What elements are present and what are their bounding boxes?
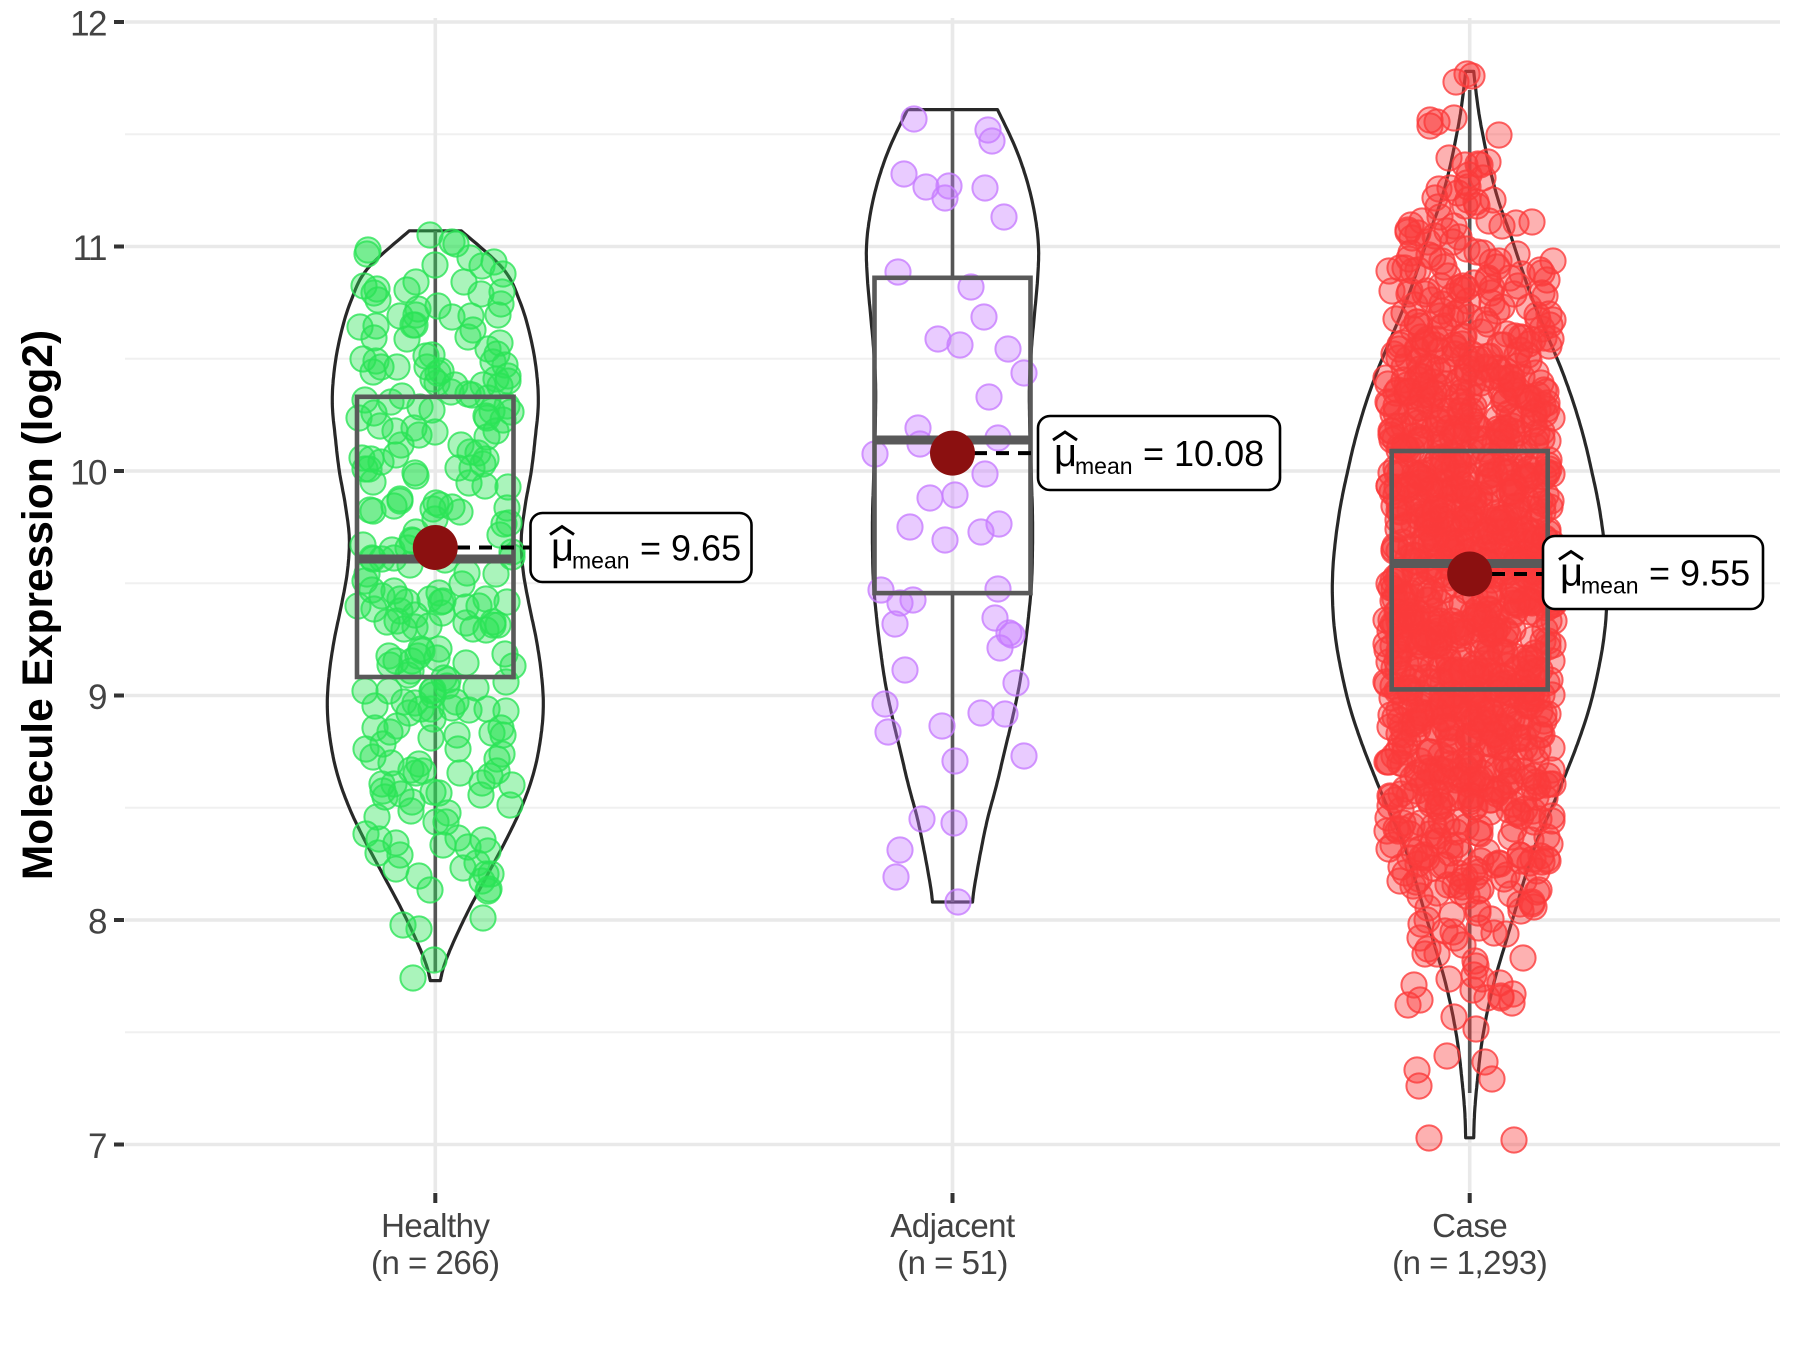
svg-text:mean: mean	[572, 548, 630, 574]
svg-text:= 9.55: = 9.55	[1649, 553, 1750, 594]
svg-text:mean: mean	[1581, 573, 1639, 599]
svg-text:7: 7	[88, 1127, 106, 1166]
svg-text:= 9.65: = 9.65	[640, 528, 741, 569]
svg-text:10: 10	[70, 454, 107, 493]
svg-text:Molecule Expression (log2): Molecule Expression (log2)	[15, 330, 62, 880]
svg-text:(n = 51): (n = 51)	[897, 1244, 1008, 1281]
svg-text:μ: μ	[1054, 431, 1077, 475]
svg-text:= 10.08: = 10.08	[1143, 433, 1264, 474]
svg-text:μ: μ	[1560, 551, 1583, 595]
svg-text:(n = 1,293): (n = 1,293)	[1392, 1244, 1547, 1281]
svg-text:Case: Case	[1432, 1207, 1507, 1244]
svg-text:μ: μ	[551, 526, 574, 570]
svg-text:12: 12	[70, 5, 106, 44]
svg-text:9: 9	[88, 678, 106, 717]
svg-text:mean: mean	[1075, 453, 1133, 479]
svg-text:Adjacent: Adjacent	[890, 1207, 1015, 1244]
svg-text:(n = 266): (n = 266)	[371, 1244, 500, 1281]
svg-text:11: 11	[73, 229, 106, 268]
svg-text:Healthy: Healthy	[381, 1207, 490, 1244]
svg-text:8: 8	[88, 903, 106, 942]
